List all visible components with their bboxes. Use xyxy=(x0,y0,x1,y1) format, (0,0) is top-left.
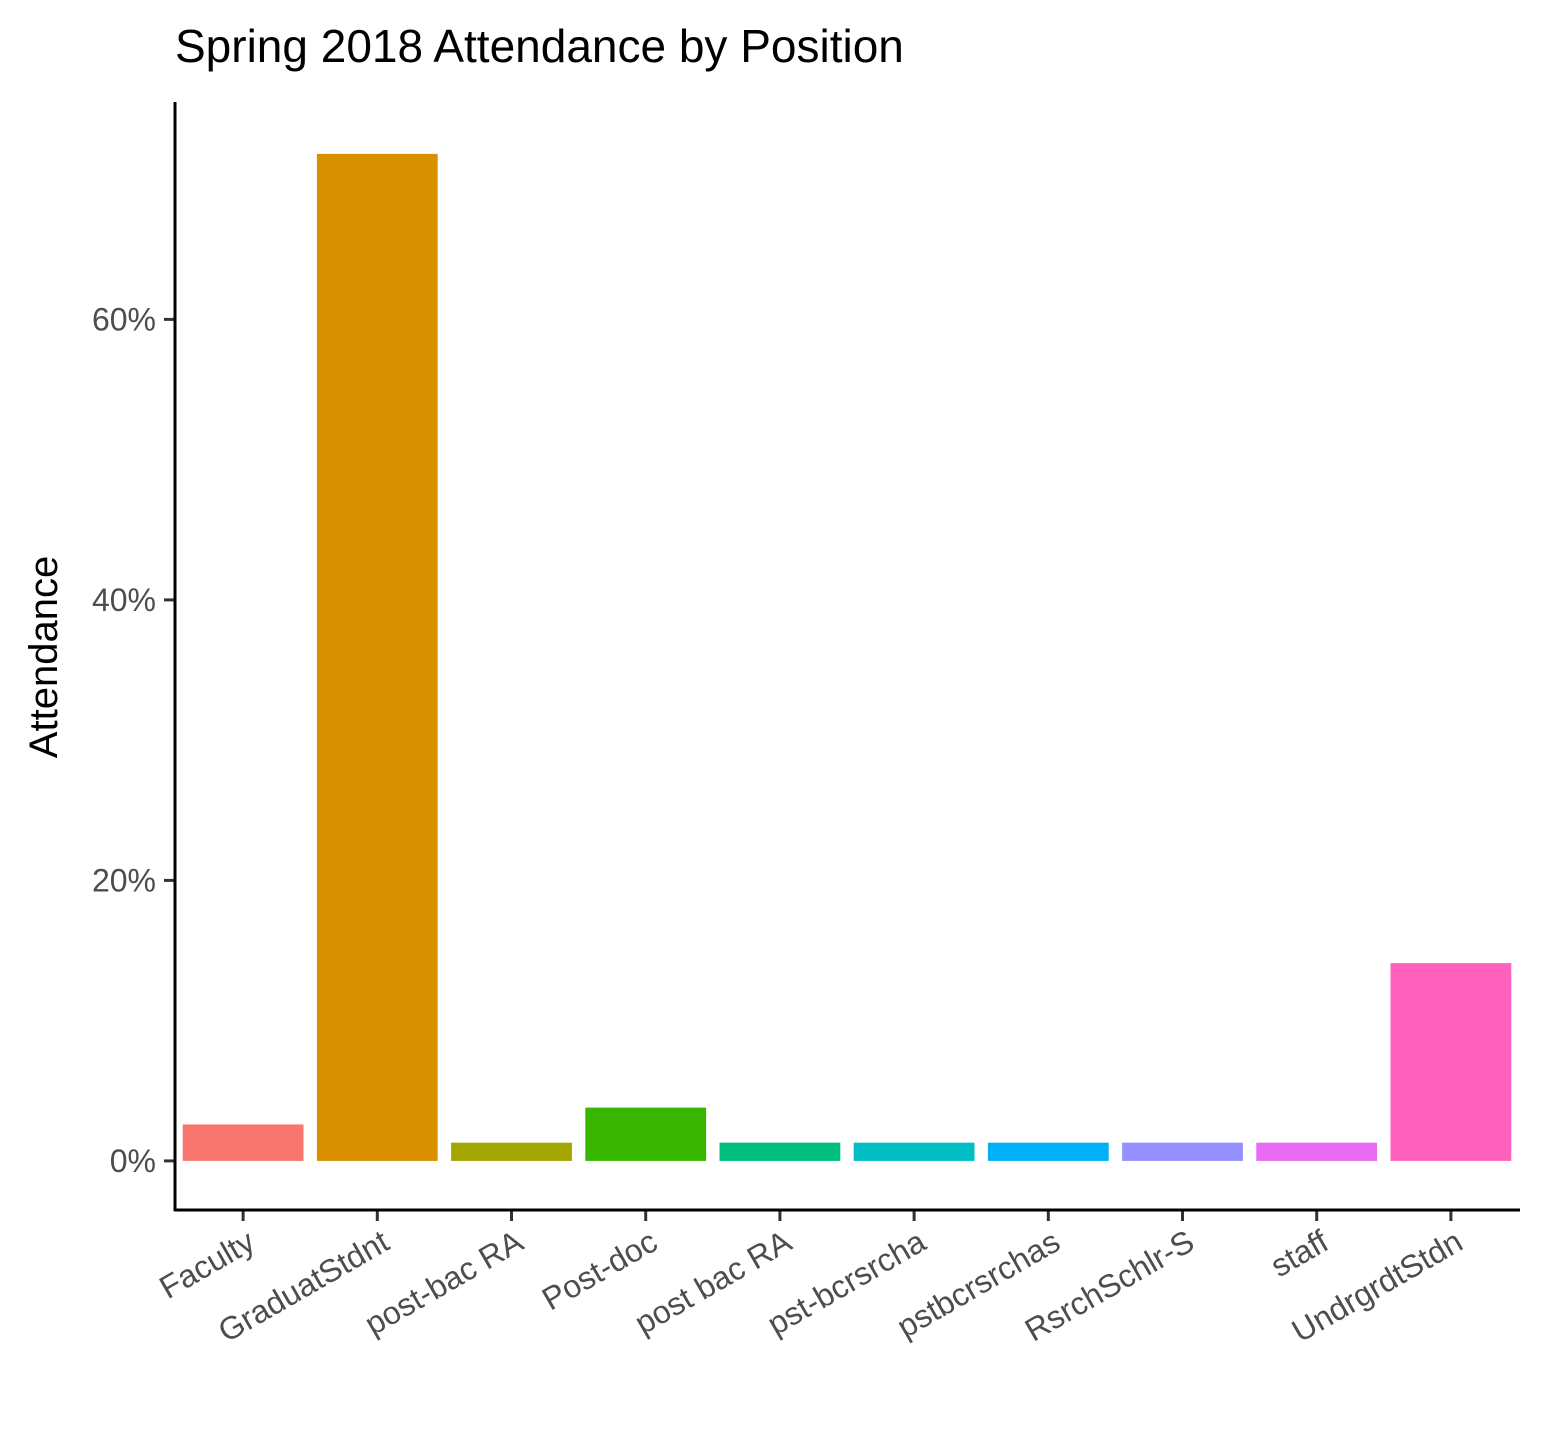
y-tick-label: 0% xyxy=(110,1143,156,1179)
y-axis-label: Attendance xyxy=(22,556,66,758)
bar-post-bac-ra xyxy=(451,1142,572,1161)
bar-rsrchschlr-s xyxy=(1122,1142,1243,1161)
x-tick-label: Faculty xyxy=(153,1223,260,1306)
x-tick-label: staff xyxy=(1264,1223,1334,1284)
bar-staff xyxy=(1256,1142,1378,1161)
bar-pst-bcrsrcha xyxy=(853,1142,975,1161)
bar-post-bac-ra xyxy=(719,1142,841,1161)
y-axis-ticks: 0% 20% 40% 60% xyxy=(92,301,176,1179)
bar-undrgrdtstdn xyxy=(1390,963,1512,1161)
y-tick-label: 40% xyxy=(92,582,156,618)
bars xyxy=(182,153,1512,1161)
bar-pstbcrsrchas xyxy=(987,1142,1109,1161)
chart-title: Spring 2018 Attendance by Position xyxy=(175,20,904,72)
y-tick-label: 60% xyxy=(92,301,156,337)
bar-faculty xyxy=(182,1124,304,1161)
bar-graduatstdnt xyxy=(316,153,438,1161)
y-tick-label: 20% xyxy=(92,862,156,898)
bar-post-doc xyxy=(585,1107,707,1161)
